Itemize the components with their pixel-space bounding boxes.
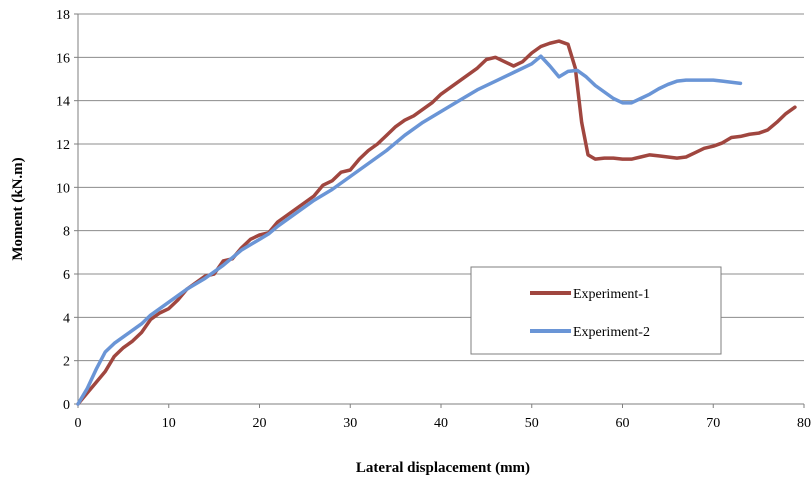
x-tick-label: 30 <box>343 416 357 431</box>
x-tick-label: 70 <box>706 416 720 431</box>
y-axis-title: Moment (kN.m) <box>10 157 26 260</box>
x-tick-label: 0 <box>75 416 82 431</box>
y-tick-label: 12 <box>56 138 70 153</box>
legend: Experiment-1 Experiment-2 <box>470 266 722 355</box>
x-tick-label: 40 <box>434 416 448 431</box>
legend-label-experiment-1: Experiment-1 <box>573 287 650 302</box>
legend-label-experiment-2: Experiment-2 <box>573 325 650 340</box>
x-axis-title: Lateral displacement (mm) <box>356 460 530 476</box>
y-tick-label: 8 <box>63 225 70 240</box>
x-tick-label: 80 <box>797 416 811 431</box>
x-tick-label: 50 <box>525 416 539 431</box>
y-tick-label: 6 <box>63 268 70 283</box>
x-tick-label: 20 <box>253 416 267 431</box>
y-tick-label: 4 <box>63 311 70 326</box>
x-tick-label: 60 <box>616 416 630 431</box>
y-tick-label: 2 <box>63 355 70 370</box>
tick-labels: 0 2 4 6 8 10 12 14 16 18 0 10 20 30 40 50 60 70 80 <box>56 8 811 431</box>
y-tick-label: 10 <box>56 181 70 196</box>
y-tick-label: 0 <box>63 398 70 413</box>
y-tick-label: 14 <box>56 95 70 110</box>
y-tick-label: 16 <box>56 51 70 66</box>
x-tick-label: 10 <box>162 416 176 431</box>
series-line-experiment-2 <box>76 54 743 406</box>
grid-lines <box>78 13 804 362</box>
series-lines <box>76 39 797 406</box>
legend-box <box>470 266 722 355</box>
y-tick-label: 18 <box>56 8 70 23</box>
